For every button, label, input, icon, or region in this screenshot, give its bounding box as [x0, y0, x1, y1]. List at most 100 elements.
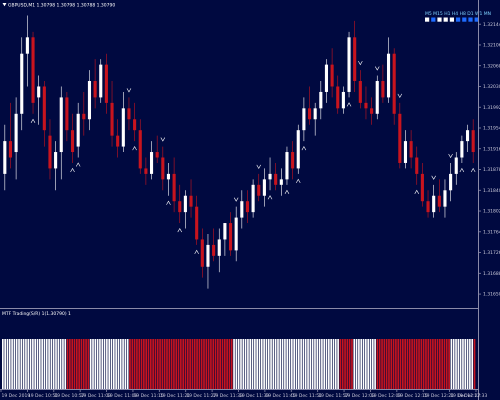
indicator-bar — [219, 339, 222, 389]
candle — [268, 157, 272, 191]
signal-arrows-layer — [30, 60, 476, 255]
candle — [398, 102, 402, 169]
candle — [257, 173, 261, 202]
candle-body — [8, 141, 13, 158]
indicator-bar — [344, 339, 346, 389]
indicator-bar — [205, 339, 208, 389]
indicator-bar — [64, 339, 67, 389]
indicator-bar — [321, 339, 323, 389]
candle-body — [398, 113, 402, 163]
candle-body — [262, 179, 266, 196]
indicator-bar — [297, 339, 300, 389]
time-tick-label: 19 Dec 11:39 — [239, 393, 269, 399]
candle — [178, 184, 182, 224]
candle — [307, 86, 312, 125]
candle-body — [87, 81, 92, 120]
indicator-bar — [369, 339, 372, 389]
indicator-bar — [94, 339, 97, 389]
candle-body — [347, 37, 351, 92]
time-tick-label: 19 Dec 12:15 — [397, 393, 427, 399]
indicator-bar — [265, 339, 268, 389]
indicator-bar — [117, 339, 120, 389]
candle-body — [212, 244, 216, 256]
mtf-state-square — [474, 17, 479, 22]
indicator-bar — [112, 339, 115, 389]
indicator-bar — [443, 339, 446, 389]
candle — [245, 190, 250, 224]
indicator-bar — [353, 339, 356, 389]
indicator-bar — [318, 339, 321, 389]
candle — [347, 31, 351, 98]
candle-body — [341, 91, 345, 109]
indicator-bar — [69, 339, 71, 389]
sell-arrow-icon — [448, 153, 453, 159]
candle — [82, 91, 86, 136]
indicator-bar — [214, 339, 217, 389]
indicator-bar — [427, 339, 430, 389]
indicator-bar — [395, 339, 397, 389]
indicator-bars — [2, 339, 476, 389]
candle — [99, 59, 103, 103]
buy-arrow-icon — [284, 189, 290, 194]
candle — [54, 141, 58, 191]
candle-body — [330, 64, 334, 87]
indicator-bar — [415, 339, 418, 389]
indicator-bar — [163, 339, 166, 389]
indicator-bar — [378, 339, 381, 389]
indicator-bar — [469, 339, 471, 389]
indicator-bar — [203, 339, 205, 389]
time-tick-label: 19 Dec 11:27 — [186, 393, 216, 399]
indicator-bar — [193, 339, 196, 389]
time-tick-label: 19 Dec 11:15 — [133, 393, 163, 399]
time-tick-label: 19 Dec 2019 — [2, 393, 31, 399]
indicator-bar — [258, 339, 261, 389]
indicator-bar — [279, 339, 282, 389]
candle — [460, 135, 464, 163]
candle-body — [172, 173, 176, 202]
indicator-bar — [182, 339, 185, 389]
candle-body — [70, 130, 75, 153]
indicator-bar — [189, 339, 191, 389]
indicator-bar — [212, 339, 215, 389]
indicator-bar — [397, 339, 400, 389]
indicator-bar — [87, 339, 90, 389]
indicator-bar — [256, 339, 259, 389]
indicator-bar — [235, 339, 238, 389]
indicator-bar — [154, 339, 157, 389]
candle-body — [54, 152, 58, 169]
time-tick-label: 19 Dec 10:51 — [28, 393, 58, 399]
indicator-bar — [365, 339, 367, 389]
candle — [341, 86, 345, 114]
indicator-bar — [115, 339, 117, 389]
candle-body — [358, 81, 362, 103]
indicator-bar — [406, 339, 409, 389]
candle-body — [59, 97, 63, 153]
indicator-bar — [129, 339, 131, 389]
candle-body — [268, 173, 272, 180]
indicator-bar — [66, 339, 69, 389]
sell-arrow-icon — [397, 93, 403, 98]
indicator-bar — [122, 339, 124, 389]
candle — [324, 59, 329, 103]
indicator-bar — [226, 339, 228, 389]
indicator-bar — [388, 339, 390, 389]
candle — [285, 146, 289, 185]
triangle-down-icon — [2, 3, 7, 7]
candle — [20, 37, 24, 131]
indicator-bar — [464, 339, 467, 389]
price-axis: 1.32144 1.32106 1.32068 1.32030 1.31992 1.319… — [478, 22, 500, 298]
candle-body — [319, 91, 323, 109]
indicator-bar — [4, 339, 6, 389]
candle — [223, 223, 227, 256]
indicator-bar — [50, 339, 53, 389]
indicator-bar — [302, 339, 305, 389]
candle-body — [161, 157, 165, 180]
candle-body — [104, 64, 108, 103]
candle-body — [465, 130, 470, 142]
candle — [48, 119, 52, 180]
sell-arrow-icon — [126, 88, 132, 93]
indicator-bar — [445, 339, 448, 389]
